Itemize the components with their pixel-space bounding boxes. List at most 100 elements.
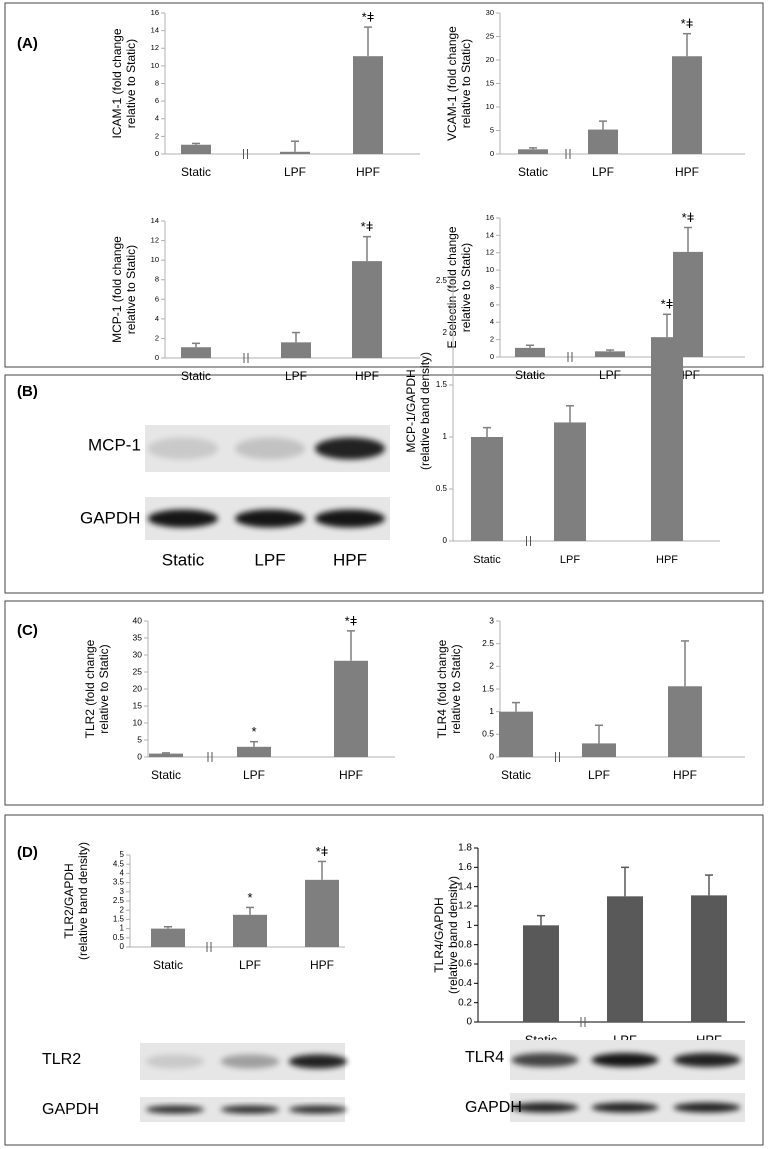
y-tick-label: 2.5 bbox=[482, 638, 494, 648]
x-tick-label: HPF bbox=[356, 165, 380, 179]
y-tick-label: 30 bbox=[133, 649, 143, 659]
y-tick-label: 1 bbox=[489, 706, 494, 716]
x-tick-label: HPF bbox=[355, 369, 379, 383]
bar bbox=[668, 686, 702, 757]
y-axis-label: MCP-1/GAPDH bbox=[404, 369, 418, 452]
y-tick-label: 14 bbox=[151, 26, 159, 35]
bar bbox=[181, 144, 211, 154]
bar bbox=[518, 149, 548, 154]
y-tick-label: 0.5 bbox=[482, 729, 494, 739]
y-tick-label: 3 bbox=[120, 887, 125, 896]
blot-band bbox=[591, 1102, 659, 1113]
y-tick-label: 8 bbox=[155, 78, 159, 87]
bar bbox=[151, 928, 185, 947]
y-axis-label: relative to Static) bbox=[449, 644, 463, 733]
blot-row-label: GAPDH bbox=[42, 1101, 99, 1118]
y-tick-label: 25 bbox=[133, 666, 143, 676]
y-axis-label: VCAM-1 (fold change bbox=[445, 26, 459, 141]
y-tick-label: 3.5 bbox=[113, 878, 125, 887]
y-axis-label: relative to Static) bbox=[124, 245, 138, 334]
y-tick-label: 1.6 bbox=[458, 862, 472, 873]
y-tick-label: 2 bbox=[443, 328, 448, 337]
y-tick-label: 0 bbox=[489, 751, 494, 761]
blot-band bbox=[288, 1105, 348, 1114]
panel-label: (D) bbox=[17, 844, 38, 861]
y-tick-label: 10 bbox=[151, 255, 159, 264]
y-tick-label: 1 bbox=[443, 432, 448, 441]
y-tick-label: 2 bbox=[120, 905, 125, 914]
blot-band bbox=[220, 1105, 280, 1114]
y-tick-label: 0.5 bbox=[113, 933, 125, 942]
blot-lane-label: LPF bbox=[254, 550, 285, 569]
y-tick-label: 16 bbox=[151, 8, 159, 17]
panel-c-frame bbox=[4, 600, 764, 806]
y-tick-label: 12 bbox=[486, 248, 494, 257]
y-tick-label: 0.2 bbox=[458, 997, 472, 1008]
x-tick-label: Static bbox=[501, 768, 531, 782]
bar bbox=[181, 347, 211, 358]
y-tick-label: 16 bbox=[486, 213, 494, 222]
bar bbox=[607, 896, 643, 1022]
y-tick-label: 1.5 bbox=[113, 915, 125, 924]
x-tick-label: LPF bbox=[285, 369, 307, 383]
y-axis-label: TLR4/GAPDH bbox=[432, 897, 446, 972]
blot-band bbox=[148, 437, 218, 460]
y-tick-label: 1.4 bbox=[458, 881, 472, 892]
blot-row-label: GAPDH bbox=[465, 1099, 522, 1116]
y-tick-label: 20 bbox=[486, 55, 494, 64]
y-tick-label: 5 bbox=[490, 125, 494, 134]
y-tick-label: 1.8 bbox=[458, 843, 472, 854]
blot-band bbox=[511, 1053, 579, 1067]
significance-mark: * bbox=[247, 890, 252, 905]
bar bbox=[149, 753, 183, 757]
x-tick-label: HPF bbox=[339, 768, 363, 782]
y-axis-label: ICAM-1 (fold change bbox=[110, 28, 124, 138]
significance-mark: * bbox=[251, 724, 256, 739]
y-tick-label: 0 bbox=[155, 353, 159, 362]
x-tick-label: Static bbox=[151, 768, 181, 782]
y-tick-label: 14 bbox=[151, 216, 159, 225]
significance-mark: *ǂ bbox=[316, 844, 329, 859]
x-tick-label: Static bbox=[181, 369, 211, 383]
x-tick-label: LPF bbox=[243, 768, 265, 782]
significance-mark: *ǂ bbox=[361, 219, 374, 234]
y-tick-label: 1.5 bbox=[436, 380, 448, 389]
panel-label: (B) bbox=[17, 383, 38, 400]
y-tick-label: 0 bbox=[155, 149, 159, 158]
y-tick-label: 2 bbox=[155, 333, 159, 342]
y-tick-label: 4.5 bbox=[113, 859, 125, 868]
y-tick-label: 2 bbox=[490, 335, 494, 344]
blot-row-label: GAPDH bbox=[80, 508, 140, 527]
y-tick-label: 5 bbox=[120, 850, 125, 859]
panel-b-frame bbox=[4, 374, 764, 594]
x-tick-label: LPF bbox=[588, 768, 610, 782]
blot-row-label: TLR2 bbox=[42, 1051, 81, 1068]
x-tick-label: Static bbox=[518, 165, 548, 179]
blot-band bbox=[315, 437, 385, 460]
y-axis-label: TLR2/GAPDH bbox=[62, 863, 76, 938]
blot-band bbox=[148, 509, 218, 528]
y-tick-label: 4 bbox=[490, 317, 494, 326]
y-tick-label: 0 bbox=[490, 352, 494, 361]
bar bbox=[588, 129, 618, 154]
x-tick-label: LPF bbox=[592, 165, 614, 179]
blot-band bbox=[591, 1053, 659, 1067]
x-tick-label: Static bbox=[515, 368, 545, 382]
y-tick-label: 6 bbox=[155, 294, 159, 303]
y-tick-label: 10 bbox=[133, 717, 143, 727]
bar bbox=[305, 879, 339, 947]
bar bbox=[233, 914, 267, 947]
y-tick-label: 30 bbox=[486, 8, 494, 17]
significance-mark: *ǂ bbox=[345, 613, 358, 628]
bar bbox=[353, 56, 383, 154]
y-axis-label: relative to Static) bbox=[124, 39, 138, 128]
y-tick-label: 0 bbox=[466, 1017, 472, 1028]
panel-d-frame bbox=[4, 814, 764, 1146]
y-axis-label: relative to Static) bbox=[459, 243, 473, 332]
blot-band bbox=[288, 1054, 348, 1069]
x-tick-label: LPF bbox=[239, 958, 261, 972]
blot-band bbox=[145, 1105, 205, 1114]
blot-band bbox=[145, 1054, 205, 1069]
blot-lane-label: Static bbox=[162, 550, 205, 569]
